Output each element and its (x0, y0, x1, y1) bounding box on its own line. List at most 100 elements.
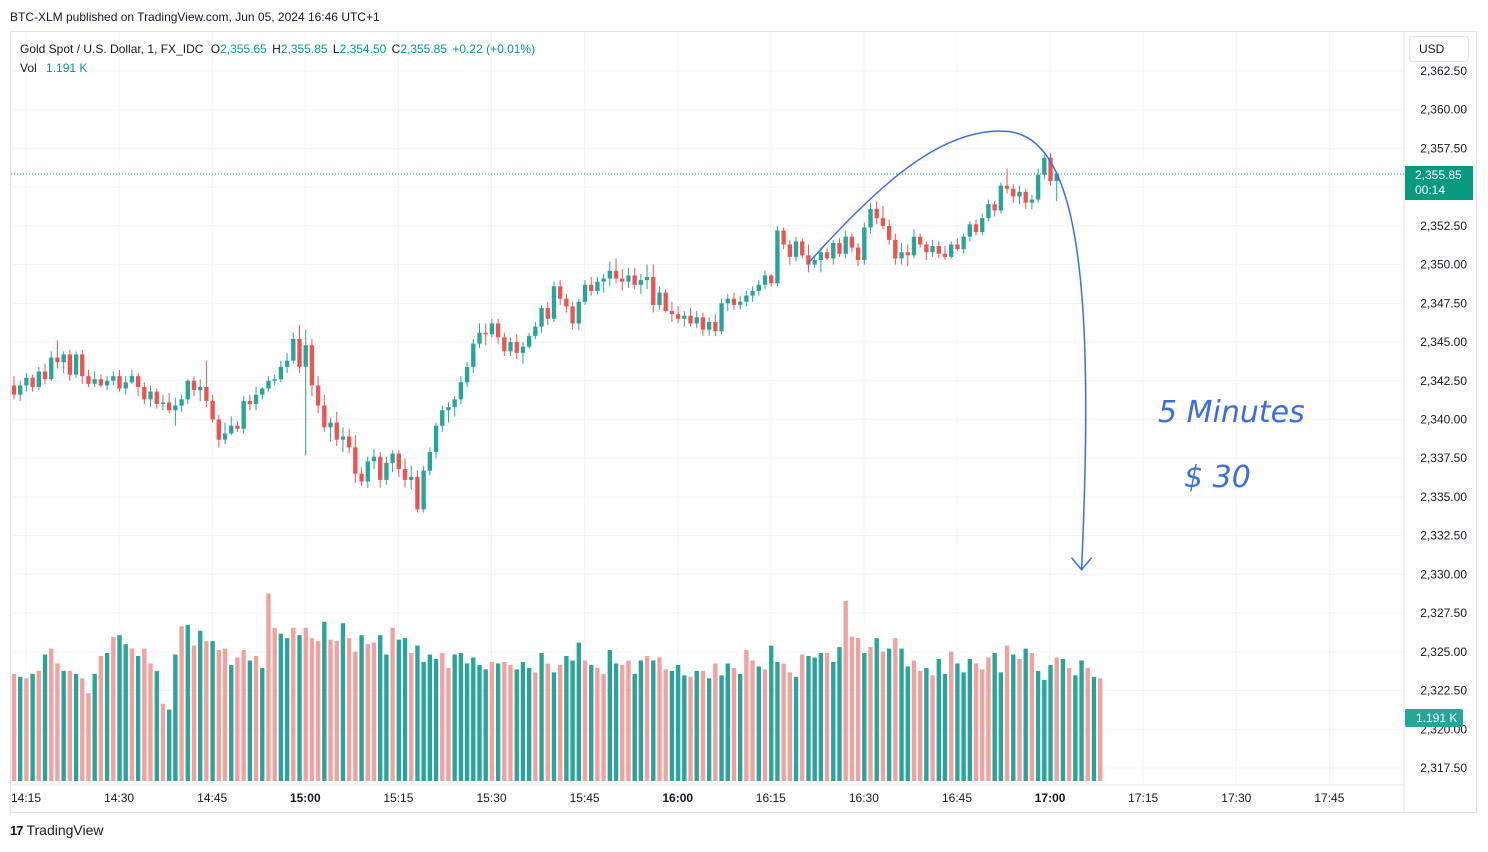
candle-body (24, 377, 29, 386)
legend-open-label: O (210, 42, 221, 56)
footer-brand-text: TradingView (26, 822, 104, 838)
y-tick-label: 2,352.50 (1420, 219, 1467, 233)
volume-bar (18, 676, 23, 781)
candle-body (92, 379, 97, 384)
candle-body (1011, 188, 1016, 197)
volume-bar (346, 638, 352, 781)
candle-body (558, 286, 563, 299)
volume-bar (762, 669, 768, 781)
volume-bar (1035, 670, 1041, 781)
volume-bar (886, 648, 892, 781)
x-tick-label: 15:15 (383, 791, 413, 805)
candle-body (899, 252, 904, 259)
candle-body (315, 385, 321, 406)
candle-body (390, 453, 395, 463)
volume-bar (427, 654, 433, 781)
volume-bar (1011, 654, 1016, 781)
candle-body (421, 470, 426, 510)
candle-body (142, 386, 147, 400)
volume-bar (36, 670, 41, 781)
candle-body (905, 252, 910, 256)
candle-body (247, 400, 253, 405)
candle-body (775, 230, 780, 284)
volume-bar (980, 669, 985, 781)
volume-tag: 1.191 K (1405, 709, 1463, 727)
candle-body (936, 246, 941, 254)
y-tick-label: 2,322.50 (1420, 684, 1467, 698)
volume-bar (973, 663, 979, 781)
candle-body (284, 360, 290, 367)
volume-bar (1097, 678, 1103, 781)
candle-body (210, 400, 215, 420)
volume-bar (787, 672, 793, 781)
candle-body (638, 280, 644, 285)
y-tick-label: 2,362.50 (1420, 64, 1467, 78)
volume-bar (229, 664, 234, 781)
volume-bar (961, 672, 966, 781)
volume-bar (241, 650, 246, 781)
candle-body (154, 391, 159, 405)
candle-body (123, 382, 128, 389)
legend-symbol[interactable]: Gold Spot / U.S. Dollar, 1, FX_IDC (20, 42, 204, 56)
y-tick-label: 2,325.00 (1420, 645, 1467, 659)
volume-bar (632, 673, 637, 781)
candle-body (42, 371, 48, 380)
candle-body (73, 354, 79, 375)
candle-body (663, 292, 668, 312)
volume-bar (812, 657, 817, 781)
volume-bar (1048, 664, 1053, 781)
volume-bar (309, 638, 315, 781)
candle-body (651, 277, 656, 305)
footer-branding[interactable]: 17 TradingView (10, 822, 104, 838)
x-tick-label: 16:15 (756, 791, 786, 805)
volume-bar (967, 658, 972, 781)
annotation-duration: 5 Minutes (1158, 395, 1305, 430)
candle-body (911, 236, 917, 256)
candle-body (427, 452, 433, 471)
candle-body (489, 323, 495, 335)
x-tick-label: 15:00 (290, 791, 321, 805)
x-tick-label: 14:30 (104, 791, 134, 805)
candle-body (868, 208, 873, 228)
volume-bar (378, 635, 383, 781)
volume-bar (359, 635, 364, 781)
volume-bar (520, 661, 526, 781)
x-tick-label: 17:00 (1035, 791, 1066, 805)
volume-bar (396, 639, 401, 781)
volume-bar (663, 669, 668, 781)
volume-bar (514, 669, 519, 781)
currency-button[interactable]: USD (1409, 36, 1469, 62)
volume-bar (905, 666, 910, 781)
candle-body (942, 253, 948, 257)
legend-volume-label[interactable]: Vol (20, 61, 37, 75)
candle-body (204, 386, 209, 401)
volume-bar (818, 653, 824, 781)
volume-bar (955, 663, 960, 781)
volume-bar (291, 627, 296, 781)
candle-body (595, 281, 600, 291)
x-tick-label: 14:45 (197, 791, 227, 805)
candle-body (477, 332, 482, 344)
annotation-arrow-head (1070, 557, 1093, 571)
volume-bar (874, 638, 879, 781)
volume-bar (322, 621, 327, 781)
volume-bar (986, 657, 991, 781)
candle-body (545, 307, 550, 319)
volume-bar (644, 656, 650, 781)
candle-body (738, 301, 743, 305)
volume-bar (117, 635, 122, 781)
volume-bar (1060, 658, 1066, 781)
volume-bar (142, 648, 147, 781)
legend-close-value: 2,355.85 (400, 42, 448, 56)
candle-body (682, 315, 687, 319)
candle-body (179, 399, 184, 406)
candle-body (415, 476, 420, 510)
annotation-arrow-curve (807, 130, 1087, 570)
candle-body (688, 315, 693, 324)
candle-body (880, 218, 886, 226)
volume-bar (526, 667, 532, 781)
volume-bar (607, 650, 613, 781)
volume-bar (949, 651, 954, 781)
candle-body (967, 224, 972, 237)
